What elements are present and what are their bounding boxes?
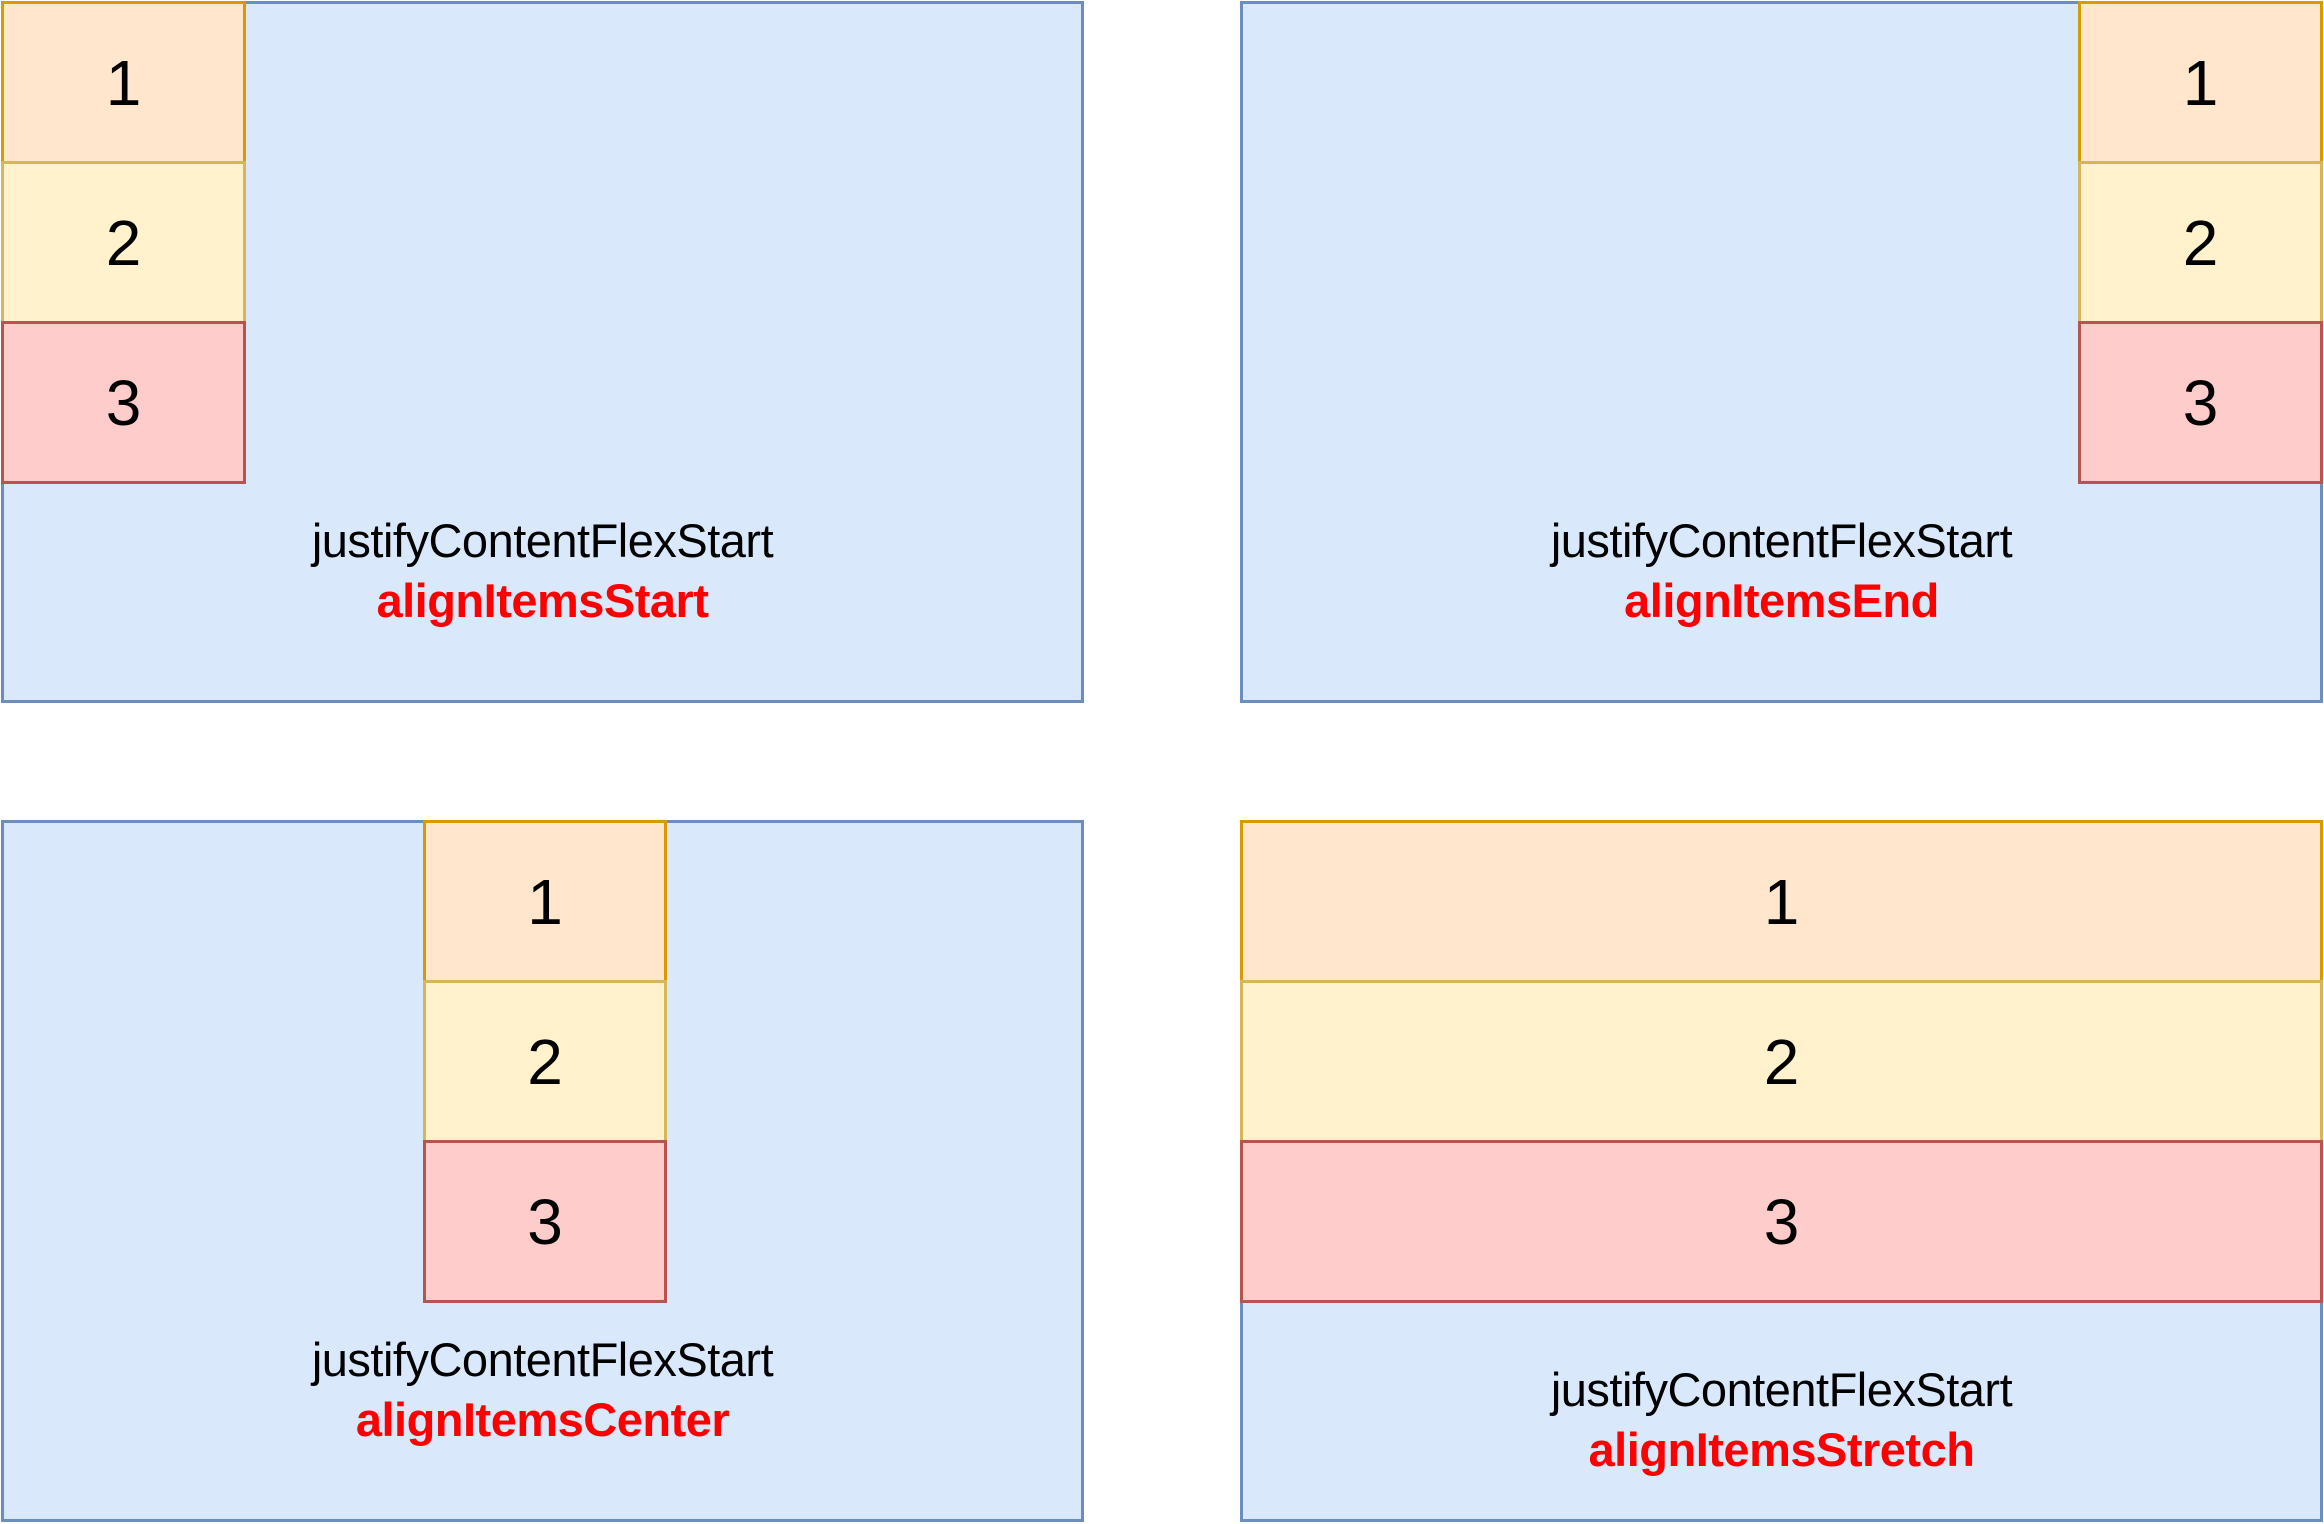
align-items-label: alignItemsEnd bbox=[1624, 574, 1939, 627]
flex-item-1: 1 bbox=[1, 1, 246, 164]
justify-content-label: justifyContentFlexStart bbox=[1550, 514, 2013, 567]
flex-item-1: 1 bbox=[1240, 820, 2323, 983]
flex-item-1: 1 bbox=[2078, 1, 2323, 164]
panel-caption: justifyContentFlexStart alignItemsStretc… bbox=[1243, 1360, 2320, 1480]
flex-item-3: 3 bbox=[423, 1140, 667, 1303]
panel-align-items-stretch: 1 2 3 justifyContentFlexStart alignItems… bbox=[1240, 820, 2323, 1522]
panel-caption: justifyContentFlexStart alignItemsEnd bbox=[1243, 511, 2320, 631]
flex-item-1: 1 bbox=[423, 820, 667, 983]
flex-item-2: 2 bbox=[2078, 161, 2323, 324]
align-items-label: alignItemsStart bbox=[376, 574, 709, 627]
panel-caption: justifyContentFlexStart alignItemsCenter bbox=[4, 1330, 1081, 1450]
flex-item-3: 3 bbox=[1, 321, 246, 484]
flex-item-2: 2 bbox=[1, 161, 246, 324]
flex-item-3: 3 bbox=[1240, 1140, 2323, 1303]
align-items-label: alignItemsStretch bbox=[1588, 1423, 1975, 1476]
panel-align-items-start: 1 2 3 justifyContentFlexStart alignItems… bbox=[1, 1, 1084, 703]
flex-item-3: 3 bbox=[2078, 321, 2323, 484]
justify-content-label: justifyContentFlexStart bbox=[311, 1333, 774, 1386]
justify-content-label: justifyContentFlexStart bbox=[1550, 1363, 2013, 1416]
flex-item-2: 2 bbox=[1240, 980, 2323, 1143]
panel-align-items-center: 1 2 3 justifyContentFlexStart alignItems… bbox=[1, 820, 1084, 1522]
panel-caption: justifyContentFlexStart alignItemsStart bbox=[4, 511, 1081, 631]
justify-content-label: justifyContentFlexStart bbox=[311, 514, 774, 567]
align-items-label: alignItemsCenter bbox=[355, 1393, 730, 1446]
flex-item-2: 2 bbox=[423, 980, 667, 1143]
panel-align-items-end: 1 2 3 justifyContentFlexStart alignItems… bbox=[1240, 1, 2323, 703]
